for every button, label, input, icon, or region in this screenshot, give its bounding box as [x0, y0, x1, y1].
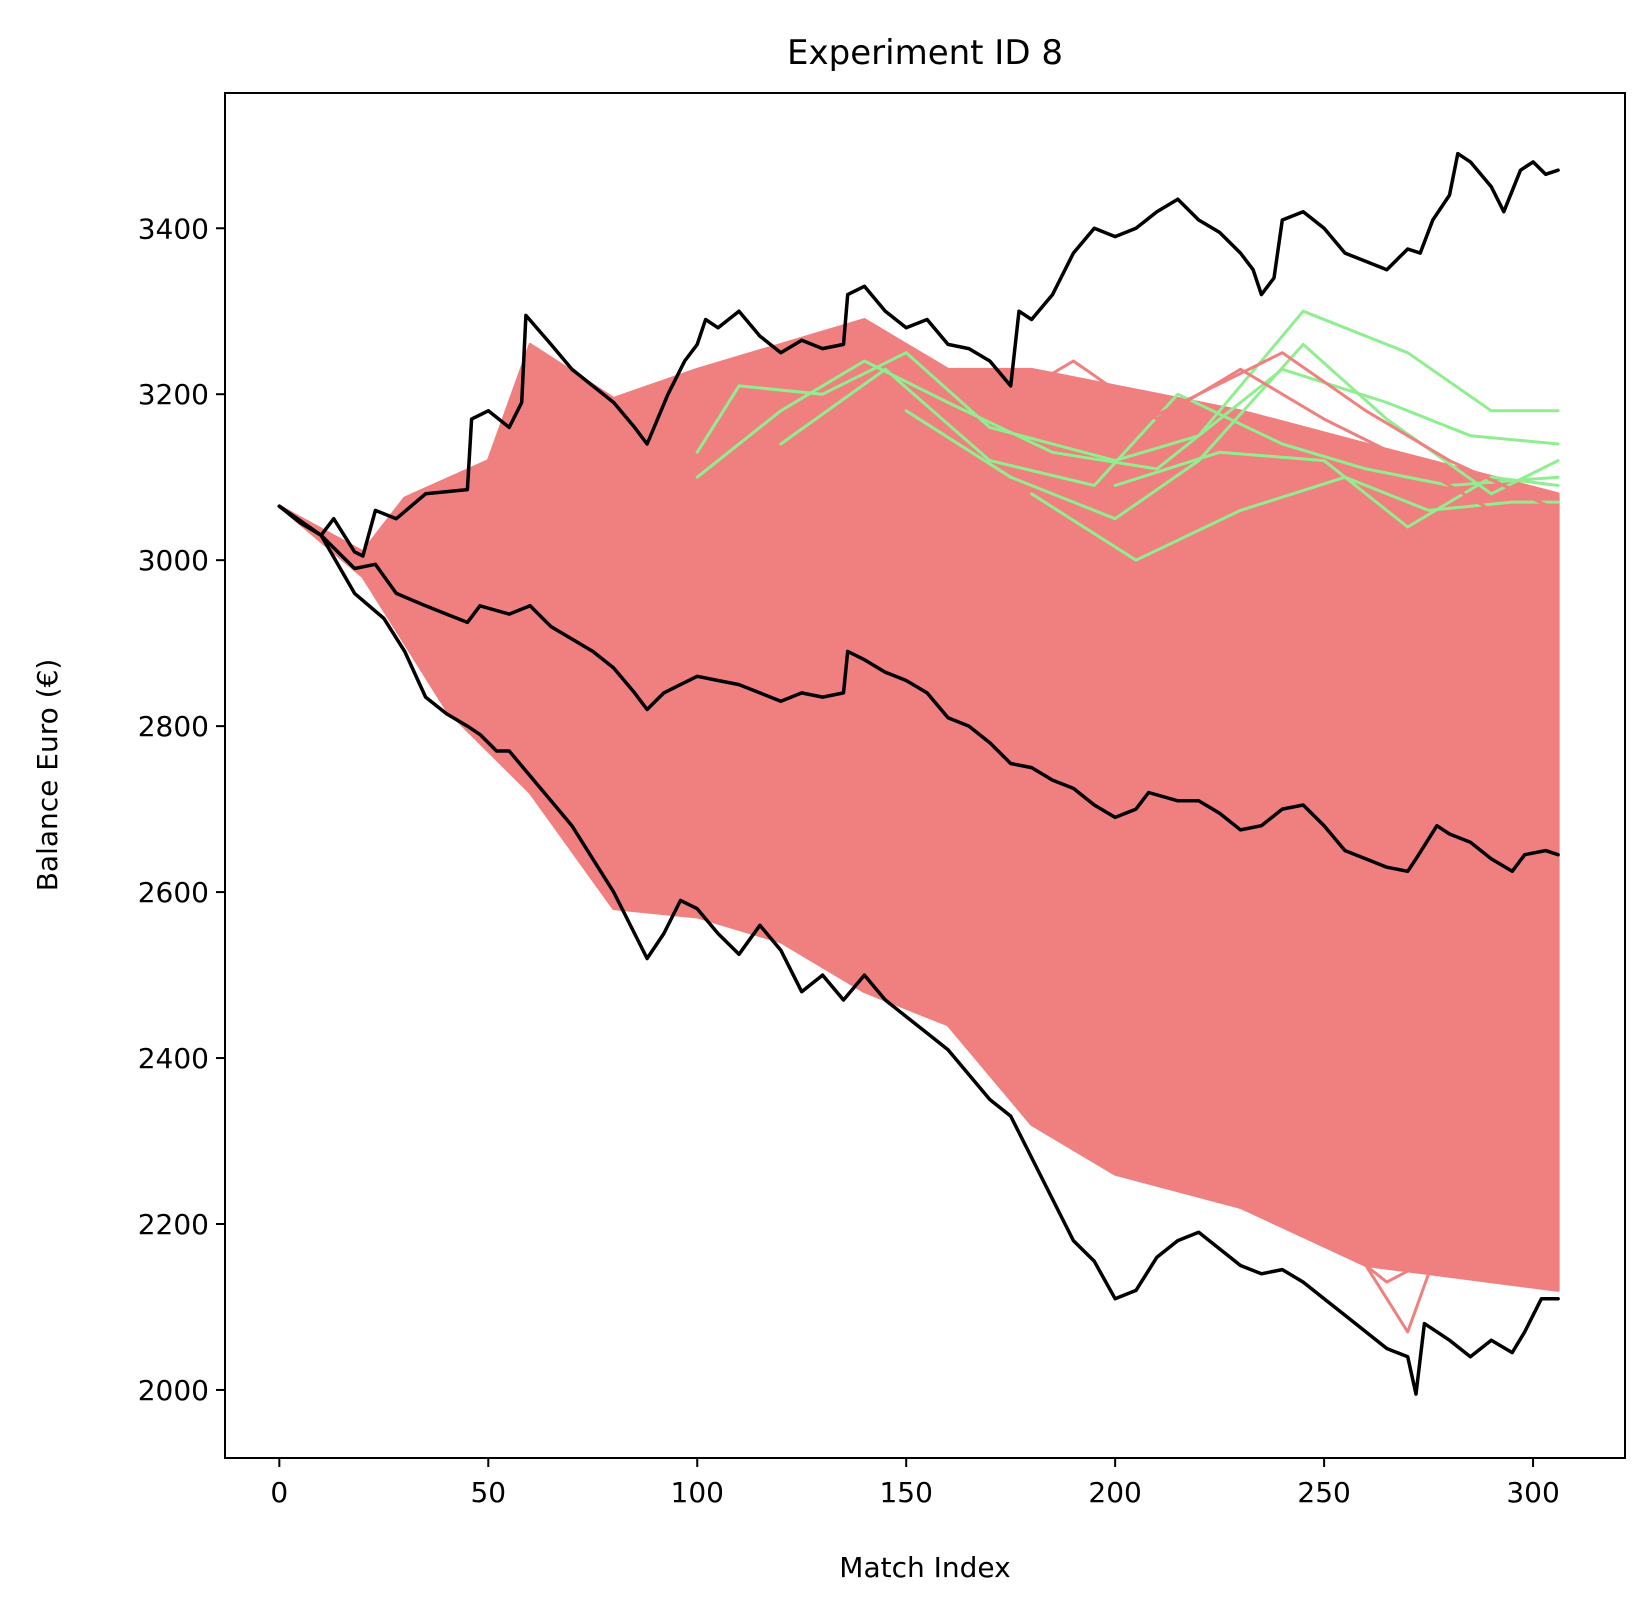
- x-tick-label: 0: [270, 1476, 288, 1509]
- series-line-winning-run-5: [779, 367, 1560, 487]
- plot-area: [277, 309, 1560, 1334]
- series-line-maximum-0: [277, 151, 1560, 558]
- y-tick-label: 3200: [138, 378, 209, 411]
- x-tick-label: 100: [671, 1476, 724, 1509]
- x-tick-label: 250: [1297, 1476, 1350, 1509]
- y-axis-label: Balance Euro (€): [31, 659, 64, 892]
- chart-title: Experiment ID 8: [787, 33, 1063, 73]
- x-tick-label: 300: [1506, 1476, 1559, 1509]
- series-line-median-1: [277, 504, 1560, 874]
- series-line-winning-run-4: [695, 359, 1560, 479]
- y-tick-label: 2200: [138, 1208, 209, 1241]
- series-line-losing-run-9: [1030, 359, 1560, 521]
- series-line-winning-run-8: [1113, 450, 1560, 529]
- x-tick-label: 50: [470, 1476, 506, 1509]
- series-line-losing-run-13: [1113, 1114, 1560, 1259]
- y-tick-label: 2400: [138, 1042, 209, 1075]
- y-tick-label: 3000: [138, 544, 209, 577]
- y-axis: 2000 2200 2400 2600 2800 3000 3200 3400: [138, 212, 225, 1407]
- series-line-winning-run-6: [904, 342, 1560, 521]
- y-tick-label: 2000: [138, 1374, 209, 1407]
- series-line-minimum-2: [277, 504, 1560, 1396]
- y-tick-label: 2600: [138, 876, 209, 909]
- series-line-losing-run-12: [1071, 1106, 1560, 1284]
- x-tick-label: 200: [1088, 1476, 1141, 1509]
- axes-frame: [224, 92, 1626, 1459]
- series-line-losing-run-10: [1113, 351, 1560, 512]
- x-axis-label: Match Index: [839, 1551, 1010, 1584]
- y-tick-label: 3400: [138, 212, 209, 245]
- x-tick-label: 150: [879, 1476, 932, 1509]
- summary-lines: [277, 151, 1560, 1396]
- y-tick-label: 2800: [138, 710, 209, 743]
- x-axis: 0 50 100 150 200 250 300: [270, 1458, 1560, 1509]
